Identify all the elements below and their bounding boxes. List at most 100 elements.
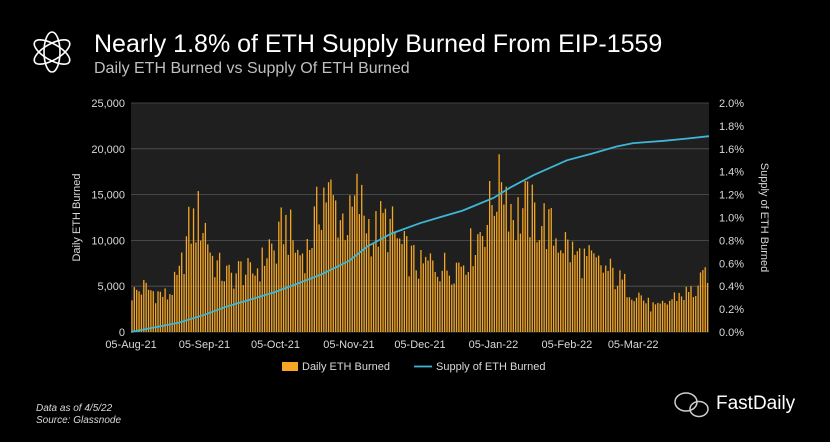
daily-eth-burned-bar: [316, 186, 318, 332]
daily-eth-burned-bar: [299, 255, 301, 332]
daily-eth-burned-bar: [477, 234, 479, 332]
daily-eth-burned-bar: [384, 208, 387, 332]
daily-eth-burned-bar: [290, 209, 292, 332]
daily-eth-burned-bar: [439, 281, 441, 332]
daily-eth-burned-bar: [614, 289, 616, 332]
daily-eth-burned-bar: [171, 294, 173, 332]
watermark-text: FastDaily: [716, 393, 796, 414]
y-tick-label: 10,000: [91, 235, 125, 247]
daily-eth-burned-bar: [228, 264, 230, 332]
daily-eth-burned-bar: [569, 262, 571, 332]
daily-eth-burned-bar: [342, 213, 344, 332]
daily-eth-burned-bar: [607, 270, 609, 332]
daily-eth-burned-bar: [545, 249, 548, 332]
daily-eth-burned-bar: [361, 184, 363, 332]
daily-eth-burned-bar: [519, 233, 522, 332]
daily-eth-burned-bar: [375, 211, 377, 332]
daily-eth-burned-bar: [280, 207, 282, 332]
daily-eth-burned-bar: [503, 204, 505, 332]
daily-eth-burned-bar: [271, 243, 273, 332]
daily-eth-burned-bar: [245, 274, 247, 332]
daily-eth-burned-bar: [351, 206, 353, 332]
daily-eth-burned-bar: [581, 278, 583, 332]
daily-eth-burned-bar: [666, 304, 668, 332]
daily-eth-burned-bar: [389, 218, 391, 332]
daily-eth-burned-bar: [313, 206, 316, 332]
daily-eth-burned-bar: [635, 297, 638, 332]
daily-eth-burned-bar: [370, 256, 372, 332]
y-tick-label: 0: [119, 327, 125, 339]
daily-eth-burned-bar: [633, 301, 635, 332]
daily-eth-burned-bar: [185, 236, 188, 332]
daily-eth-burned-bar: [176, 274, 178, 332]
daily-eth-burned-bar: [470, 228, 472, 332]
daily-eth-burned-bar: [133, 287, 135, 332]
daily-eth-burned-bar: [197, 191, 199, 332]
y-axis-title: Daily ETH Burned: [71, 173, 83, 261]
daily-eth-burned-bar: [455, 262, 458, 332]
daily-eth-burned-bar: [157, 291, 159, 332]
daily-eth-burned-bar: [192, 208, 195, 332]
x-tick-label: 05-Feb-22: [541, 339, 592, 351]
daily-eth-burned-bar: [337, 237, 339, 332]
daily-eth-burned-bar: [166, 299, 169, 332]
daily-eth-burned-bar: [493, 215, 496, 332]
daily-eth-burned-bar: [605, 265, 607, 332]
daily-eth-burned-bar: [432, 260, 434, 332]
daily-eth-burned-bar: [631, 299, 633, 332]
daily-eth-burned-bar: [484, 246, 486, 332]
daily-eth-burned-bar: [159, 291, 162, 332]
daily-eth-burned-bar: [628, 297, 631, 332]
daily-eth-burned-bar: [415, 270, 417, 332]
daily-eth-burned-bar: [306, 238, 308, 332]
daily-eth-burned-bar: [254, 275, 256, 332]
daily-eth-burned-bar: [391, 206, 394, 332]
daily-eth-burned-bar: [600, 265, 602, 332]
y-tick-label: 5,000: [97, 281, 125, 293]
daily-eth-burned-bar: [147, 289, 150, 332]
y-right-tick-label: 0.4%: [719, 281, 744, 293]
daily-eth-burned-bar: [529, 237, 531, 332]
daily-eth-burned-bar: [650, 311, 652, 332]
daily-eth-burned-bar: [576, 251, 578, 332]
daily-eth-burned-bar: [294, 252, 297, 332]
y-tick-label: 25,000: [91, 98, 125, 110]
daily-eth-burned-bar: [567, 239, 569, 332]
y-right-tick-label: 1.6%: [719, 144, 744, 156]
daily-eth-burned-bar: [479, 232, 481, 332]
daily-eth-burned-bar: [550, 208, 552, 332]
daily-eth-burned-bar: [654, 304, 657, 332]
daily-eth-burned-bar: [417, 278, 420, 332]
daily-eth-burned-bar: [195, 242, 197, 332]
daily-eth-burned-bar: [574, 254, 576, 332]
daily-eth-burned-bar: [524, 181, 526, 332]
daily-eth-burned-bar: [173, 271, 176, 332]
daily-eth-burned-bar: [181, 252, 183, 332]
page-title: Nearly 1.8% of ETH Supply Burned From EI…: [94, 30, 663, 58]
x-tick-label: 05-Jan-22: [469, 339, 519, 351]
daily-eth-burned-bar: [510, 203, 512, 332]
daily-eth-burned-bar: [560, 250, 562, 332]
daily-eth-burned-bar: [233, 288, 235, 332]
x-tick-label: 05-Nov-21: [323, 339, 374, 351]
daily-eth-burned-bar: [659, 303, 661, 332]
daily-eth-burned-bar: [188, 206, 190, 332]
daily-eth-burned-bar: [434, 271, 436, 332]
legend-label-supply: Supply of ETH Burned: [436, 361, 545, 373]
daily-eth-burned-bar: [616, 285, 619, 332]
daily-eth-burned-bar: [626, 297, 628, 332]
daily-eth-burned-bar: [394, 231, 396, 332]
daily-eth-burned-bar: [531, 184, 533, 332]
daily-eth-burned-bar: [588, 245, 590, 332]
daily-eth-burned-bar: [657, 302, 659, 332]
x-tick-label: 05-Dec-21: [394, 339, 445, 351]
y-tick-label: 20,000: [91, 144, 125, 156]
daily-eth-burned-bar: [323, 187, 325, 332]
daily-eth-burned-bar: [680, 296, 683, 332]
daily-eth-burned-bar: [396, 238, 398, 332]
daily-eth-burned-bar: [460, 266, 462, 332]
daily-eth-burned-bar: [642, 300, 645, 332]
daily-eth-burned-bar: [152, 291, 154, 332]
y-right-tick-label: 0.0%: [719, 327, 744, 339]
